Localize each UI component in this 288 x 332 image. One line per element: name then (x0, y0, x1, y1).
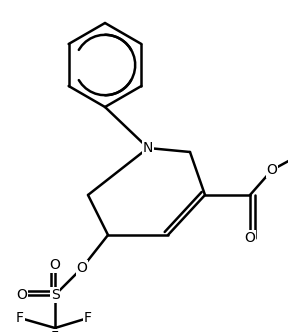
Text: O: O (17, 288, 27, 302)
Text: F: F (51, 330, 59, 332)
Text: F: F (16, 311, 24, 325)
Text: O: O (77, 261, 88, 275)
Text: O: O (245, 231, 255, 245)
Text: F: F (84, 311, 92, 325)
Text: S: S (51, 288, 59, 302)
Text: O: O (267, 163, 277, 177)
Text: O: O (50, 258, 60, 272)
Text: N: N (143, 141, 153, 155)
